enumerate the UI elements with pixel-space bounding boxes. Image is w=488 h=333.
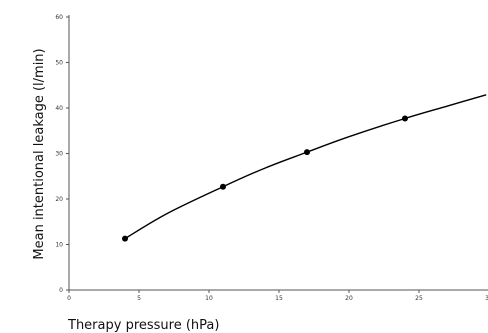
- y-tick-label: 30: [55, 151, 63, 158]
- y-tick-label: 50: [55, 60, 63, 67]
- y-axis-ticks: 0 10 20 30 40 50 60: [55, 14, 69, 294]
- x-tick-label: 5: [137, 295, 141, 302]
- x-axis-title: Therapy pressure (hPa): [67, 318, 219, 333]
- y-tick-label: 20: [55, 196, 63, 203]
- x-axis-ticks: 0 5 10 15 20 25 30: [67, 290, 488, 302]
- y-tick-label: 60: [55, 14, 63, 21]
- data-point: [402, 115, 408, 122]
- data-point: [220, 183, 226, 190]
- y-tick-label: 10: [55, 242, 63, 249]
- x-tick-label: 30: [485, 295, 488, 302]
- series-line: [124, 94, 487, 240]
- data-point: [122, 235, 128, 242]
- x-tick-label: 15: [275, 295, 283, 302]
- x-tick-label: 10: [205, 295, 213, 302]
- data-point: [304, 149, 310, 156]
- y-tick-label: 0: [59, 287, 63, 294]
- x-tick-label: 20: [345, 295, 353, 302]
- y-axis-title: Mean intentional leakage (l/min): [32, 48, 47, 259]
- y-tick-label: 40: [55, 105, 63, 112]
- plot-area: [122, 94, 487, 242]
- x-tick-label: 25: [415, 295, 423, 302]
- x-tick-label: 0: [67, 295, 71, 302]
